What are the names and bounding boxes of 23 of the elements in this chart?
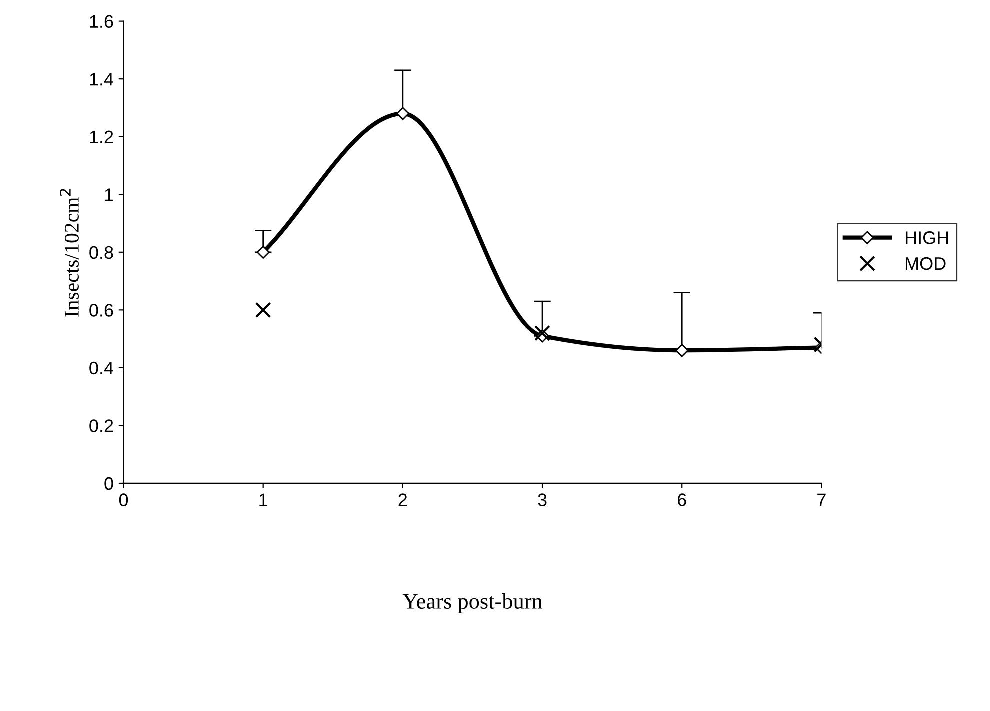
legend-label: HIGH	[906, 232, 948, 244]
x-tick-label: 3	[538, 494, 547, 506]
y-tick-label: 1	[105, 188, 114, 202]
y-tick-label: 0.2	[90, 420, 114, 432]
point	[396, 107, 410, 120]
x-tick-label: 2	[398, 494, 408, 506]
y-tick-label: 1.4	[90, 73, 114, 86]
y-tick-label: 0.6	[90, 304, 114, 317]
x-tick-label: 0	[119, 494, 128, 506]
y-tick-label: 1.6	[90, 15, 114, 28]
x-axis-title: Years post-burn	[402, 593, 543, 614]
y-tick-label: 0.4	[90, 362, 114, 375]
point	[534, 325, 551, 342]
point	[255, 302, 272, 318]
y-tick-label: 0.8	[90, 246, 114, 260]
y-tick-label: 1.2	[90, 130, 114, 144]
x-tick-label: 6	[678, 494, 686, 506]
legend-label: MOD	[906, 257, 946, 270]
x-tick-label: 7	[818, 494, 826, 506]
x-tick-label: 1	[260, 494, 268, 506]
y-tick-label: 0	[104, 477, 114, 490]
y-axis-title: Insects/102cm$^{2}$	[60, 189, 79, 317]
point	[256, 246, 270, 259]
